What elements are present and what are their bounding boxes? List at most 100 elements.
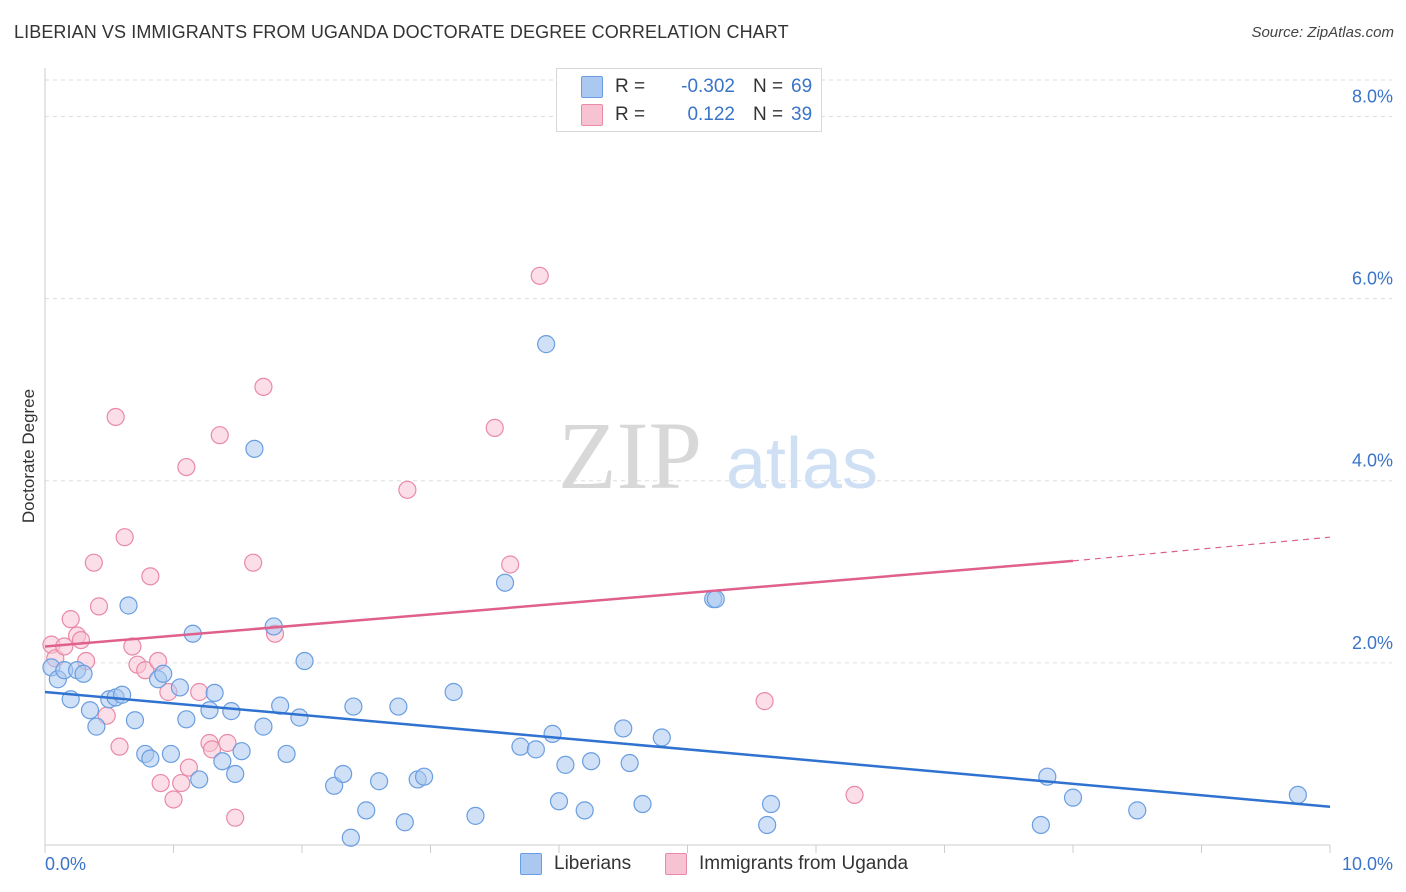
uganda-point	[89, 597, 109, 616]
liberian-point	[254, 717, 273, 736]
bottom-legend-uganda: Immigrants from Uganda	[665, 851, 908, 877]
liberian-point	[1063, 788, 1083, 807]
uganda-point	[71, 630, 91, 650]
uganda-point	[398, 480, 417, 499]
uganda-point	[190, 682, 209, 702]
liberian-point	[620, 753, 639, 773]
uganda-point	[84, 553, 103, 572]
liberian-point	[226, 764, 245, 784]
liberian-point	[395, 813, 414, 832]
y-tick-label: 6.0%	[1352, 269, 1393, 289]
liberian-point	[87, 717, 106, 736]
uganda-point	[501, 555, 520, 574]
legend-r-label: R =	[615, 104, 646, 125]
liberian-point	[74, 664, 93, 683]
liberian-point	[161, 744, 181, 764]
liberian-point	[549, 792, 569, 811]
uganda-point	[244, 553, 263, 572]
uganda-points	[42, 266, 864, 827]
liberian-point	[290, 708, 309, 727]
liberian-point	[190, 770, 209, 789]
uganda-point	[530, 266, 549, 285]
liberian-point	[575, 801, 594, 820]
watermark-atlas: atlas	[726, 424, 878, 504]
liberian-point	[761, 794, 781, 814]
uganda-point	[485, 418, 504, 437]
y-tick-label: 2.0%	[1352, 633, 1393, 653]
uganda-trend-line	[44, 559, 1074, 648]
liberian-point	[170, 678, 190, 697]
legend-row-uganda: R = 0.122 N = 39	[581, 101, 812, 129]
liberian-point	[125, 711, 145, 730]
liberian-point	[141, 749, 160, 768]
uganda-point	[164, 790, 183, 809]
legend-n-label: N =	[753, 76, 784, 97]
liberian-point	[245, 439, 264, 458]
grid-layer	[45, 79, 1392, 664]
liberian-point	[200, 701, 219, 720]
legend-swatch-blue	[581, 76, 603, 98]
liberian-point	[537, 335, 556, 354]
liberian-point	[119, 596, 138, 615]
uganda-point	[61, 610, 80, 629]
bottom-legend-label: Immigrants from Uganda	[699, 853, 909, 874]
liberian-point	[556, 755, 575, 774]
liberian-trend-line	[44, 690, 1331, 808]
liberian-point	[277, 744, 296, 764]
liberian-point	[357, 801, 376, 820]
uganda-point	[106, 407, 125, 427]
uganda-point	[210, 426, 229, 445]
liberian-point	[582, 752, 601, 771]
uganda-point	[151, 773, 170, 793]
x-tick-label: 0.0%	[45, 854, 86, 874]
uganda-point	[110, 737, 129, 756]
liberian-point	[370, 772, 389, 791]
liberian-point	[80, 701, 100, 720]
liberian-point	[444, 682, 463, 702]
legend-r-value: 0.122	[687, 104, 735, 125]
legend-r-value: -0.302	[681, 76, 735, 97]
liberian-point	[526, 740, 545, 759]
bottom-legend-swatch-blue	[520, 853, 542, 875]
uganda-point	[179, 758, 199, 777]
uganda-point	[845, 785, 864, 805]
liberian-point	[344, 697, 363, 716]
uganda-point	[172, 773, 191, 793]
legend-r-label: R =	[615, 76, 646, 97]
source-label: Source: ZipAtlas.com	[1251, 24, 1394, 41]
liberian-point	[706, 590, 725, 609]
liberian-point	[232, 742, 251, 761]
liberian-point	[466, 806, 485, 825]
trend-layer	[44, 536, 1331, 808]
liberian-point	[177, 710, 196, 729]
liberian-point	[614, 719, 633, 738]
liberian-point	[295, 651, 314, 671]
liberian-point	[1031, 815, 1050, 835]
liberian-point	[213, 752, 232, 771]
uganda-trend-extension	[1072, 536, 1331, 562]
legend-swatch-pink	[581, 104, 603, 126]
legend-n-value: 69	[791, 76, 813, 97]
chart-title: LIBERIAN VS IMMIGRANTS FROM UGANDA DOCTO…	[14, 22, 789, 42]
liberian-point	[389, 697, 408, 716]
liberian-point	[758, 815, 777, 835]
liberian-point	[1128, 801, 1147, 820]
bottom-legend-swatch-pink	[665, 853, 687, 875]
liberian-point	[495, 573, 515, 592]
legend-n-label: N =	[753, 104, 784, 125]
legend-row-liberians: R = -0.302 N = 69	[581, 73, 812, 101]
liberian-point	[511, 737, 530, 756]
liberian-point	[334, 764, 353, 784]
y-tick-label: 8.0%	[1352, 86, 1393, 106]
uganda-point	[141, 567, 160, 586]
liberian-point	[633, 794, 652, 814]
liberian-point	[543, 724, 562, 743]
uganda-point	[202, 740, 222, 759]
axis-layer	[44, 68, 1331, 853]
x-tick-label: 10.0%	[1342, 854, 1393, 874]
uganda-point	[177, 457, 196, 477]
bottom-legend-liberians: Liberians	[520, 851, 631, 877]
liberian-points	[42, 335, 1307, 847]
liberian-point	[205, 683, 224, 703]
